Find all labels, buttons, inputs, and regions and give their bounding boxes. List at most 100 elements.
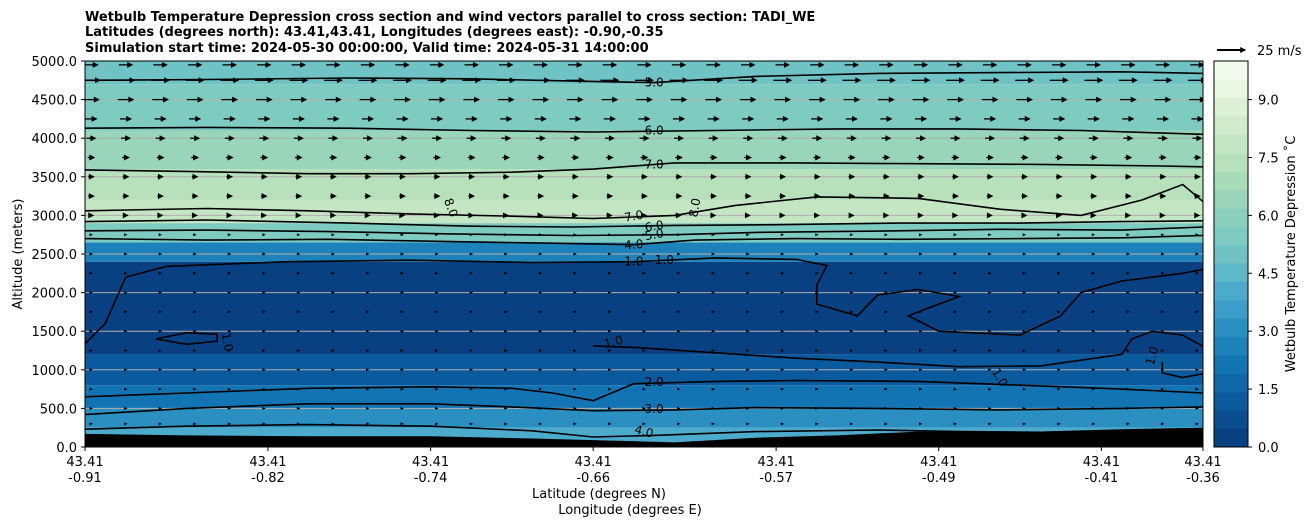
wind-vector-head <box>715 96 722 103</box>
wind-vector <box>1091 310 1096 314</box>
wind-vector <box>89 291 93 295</box>
wind-vector <box>124 406 128 410</box>
wind-vector <box>573 368 577 372</box>
wind-vector-head <box>952 193 959 200</box>
contour-label: 5.0 <box>644 226 665 243</box>
colorbar-tick-label: 9.0 <box>1258 94 1279 109</box>
wind-vector-head <box>508 96 515 103</box>
wind-vector-head <box>957 96 964 103</box>
wind-vector-head <box>607 154 614 161</box>
wind-vector <box>884 233 888 237</box>
wind-vector <box>1091 387 1096 391</box>
wind-vector <box>953 233 958 237</box>
wind-vector <box>988 329 992 333</box>
wind-vector <box>400 329 405 333</box>
wind-vector <box>469 422 474 426</box>
wind-vector <box>607 368 612 372</box>
wind-vector <box>296 387 301 391</box>
wind-vector-head <box>613 77 620 84</box>
wind-vector <box>849 368 854 372</box>
wind-vector-head <box>470 135 477 142</box>
wind-vector-head <box>922 61 929 68</box>
wind-vector-head <box>1028 77 1035 84</box>
contour-label: 1.0 <box>219 331 236 352</box>
wind-vector <box>538 233 543 237</box>
contour-label: 6.0 <box>644 218 665 235</box>
wind-vector-head <box>887 61 894 68</box>
wind-vector-head <box>884 154 891 161</box>
wind-vector <box>919 368 923 372</box>
wind-vector-head <box>751 77 758 84</box>
wind-vector-head <box>542 61 549 68</box>
wind-vector-head <box>779 212 786 219</box>
wind-vector-head <box>399 193 406 200</box>
chart-title-line-1: Wetbulb Temperature Depression cross sec… <box>85 10 815 25</box>
wind-vector <box>849 387 854 391</box>
wind-vector-head <box>334 61 341 68</box>
wind-vector-head <box>162 96 169 103</box>
wind-vector <box>124 252 128 256</box>
contour-label: 4.0 <box>624 237 644 253</box>
wind-vector <box>953 310 958 314</box>
colorbar-segment <box>1214 152 1248 172</box>
wind-vector-head <box>1194 173 1201 180</box>
wind-vector-head <box>434 193 441 200</box>
wind-vector <box>227 252 232 256</box>
wind-vector <box>815 252 819 256</box>
wind-vector <box>1126 310 1130 314</box>
wind-vector <box>1126 406 1130 410</box>
wind-vector <box>780 349 785 352</box>
wind-vector <box>366 233 370 237</box>
wind-vector <box>296 329 301 333</box>
wind-vector <box>158 271 163 275</box>
colorbar-segment <box>1214 79 1248 99</box>
wind-vector <box>193 233 197 237</box>
wind-vector <box>642 349 646 352</box>
wind-vector <box>1057 252 1061 256</box>
y-tick-label: 3500.0 <box>32 171 78 186</box>
wind-vector-head <box>438 61 445 68</box>
wind-vector <box>711 252 716 256</box>
y-axis-label: Altitude (meters) <box>11 199 26 310</box>
wind-vector-head <box>1130 96 1137 103</box>
wind-vector-head <box>848 212 855 219</box>
wind-vector <box>573 271 577 275</box>
wind-vector-head <box>364 212 371 219</box>
wind-vector <box>435 422 439 426</box>
contour-label: 1.0 <box>602 333 624 351</box>
contour-line <box>85 257 1203 345</box>
wind-vector <box>469 387 474 391</box>
wind-vector-head <box>335 96 342 103</box>
wind-vector-head <box>1092 135 1099 142</box>
wind-vector-head <box>681 96 688 103</box>
wind-vector-head <box>537 212 544 219</box>
wind-vector-head <box>1023 135 1030 142</box>
wind-vector-head <box>992 96 999 103</box>
wind-vector-head <box>296 173 303 180</box>
wind-vector <box>573 406 577 410</box>
wind-vector <box>677 368 681 372</box>
wind-vector <box>642 252 646 256</box>
wind-vector-head <box>1027 96 1034 103</box>
wind-vector <box>400 422 405 426</box>
wind-vector-head <box>745 193 752 200</box>
wind-vector-head <box>990 115 997 122</box>
wind-vector-head <box>228 135 235 142</box>
wind-vector-head <box>924 77 931 84</box>
wind-vector-head <box>191 212 198 219</box>
wind-vector-head <box>440 77 447 84</box>
wind-vector-head <box>710 212 717 219</box>
wind-vector-head <box>301 96 308 103</box>
wind-vector-head <box>1056 173 1063 180</box>
wind-vector <box>435 252 439 256</box>
contour-line <box>1161 362 1203 379</box>
wind-vector <box>780 329 785 333</box>
wind-vector <box>1057 291 1061 295</box>
wind-vector <box>1091 233 1096 237</box>
wind-vector <box>573 387 577 391</box>
wind-vector-head <box>159 135 166 142</box>
wind-vector <box>1091 422 1096 426</box>
wind-vector-head <box>919 135 926 142</box>
wind-vector <box>815 422 819 426</box>
wind-vector <box>158 406 163 410</box>
